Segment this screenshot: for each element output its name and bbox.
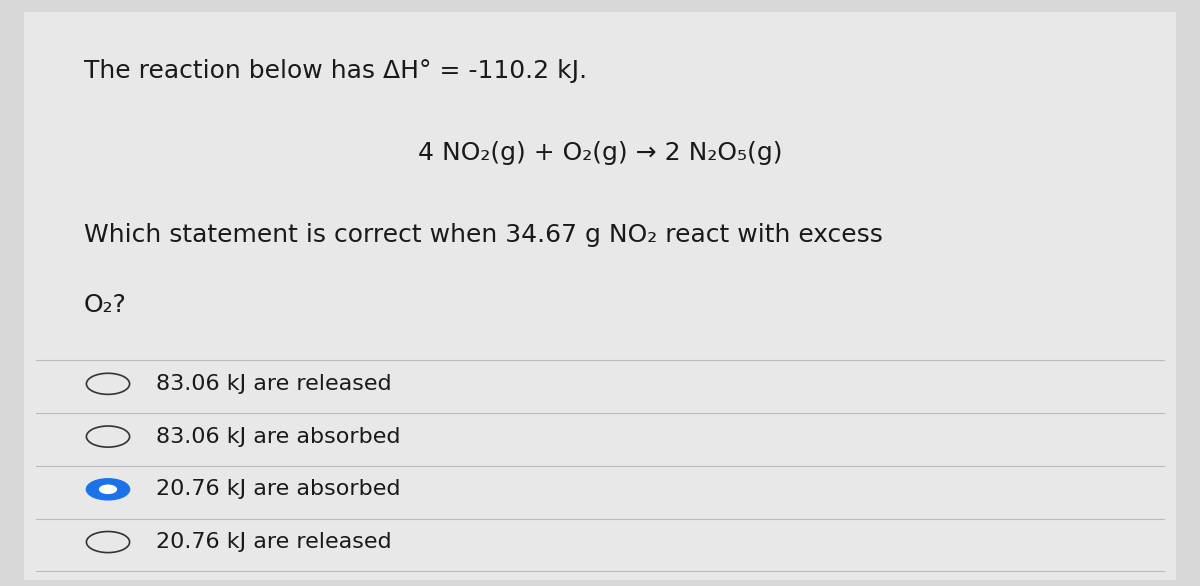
Text: 83.06 kJ are released: 83.06 kJ are released: [156, 374, 391, 394]
Text: O₂?: O₂?: [84, 293, 127, 317]
Circle shape: [86, 479, 130, 500]
Text: 20.76 kJ are released: 20.76 kJ are released: [156, 532, 391, 552]
Text: 4 NO₂(g) + O₂(g) → 2 N₂O₅(g): 4 NO₂(g) + O₂(g) → 2 N₂O₅(g): [418, 141, 782, 165]
Circle shape: [100, 485, 116, 493]
Text: 83.06 kJ are absorbed: 83.06 kJ are absorbed: [156, 427, 401, 447]
Text: 20.76 kJ are absorbed: 20.76 kJ are absorbed: [156, 479, 401, 499]
FancyBboxPatch shape: [24, 12, 1176, 580]
Text: The reaction below has ΔH° = -110.2 kJ.: The reaction below has ΔH° = -110.2 kJ.: [84, 59, 587, 83]
Text: Which statement is correct when 34.67 g NO₂ react with excess: Which statement is correct when 34.67 g …: [84, 223, 883, 247]
